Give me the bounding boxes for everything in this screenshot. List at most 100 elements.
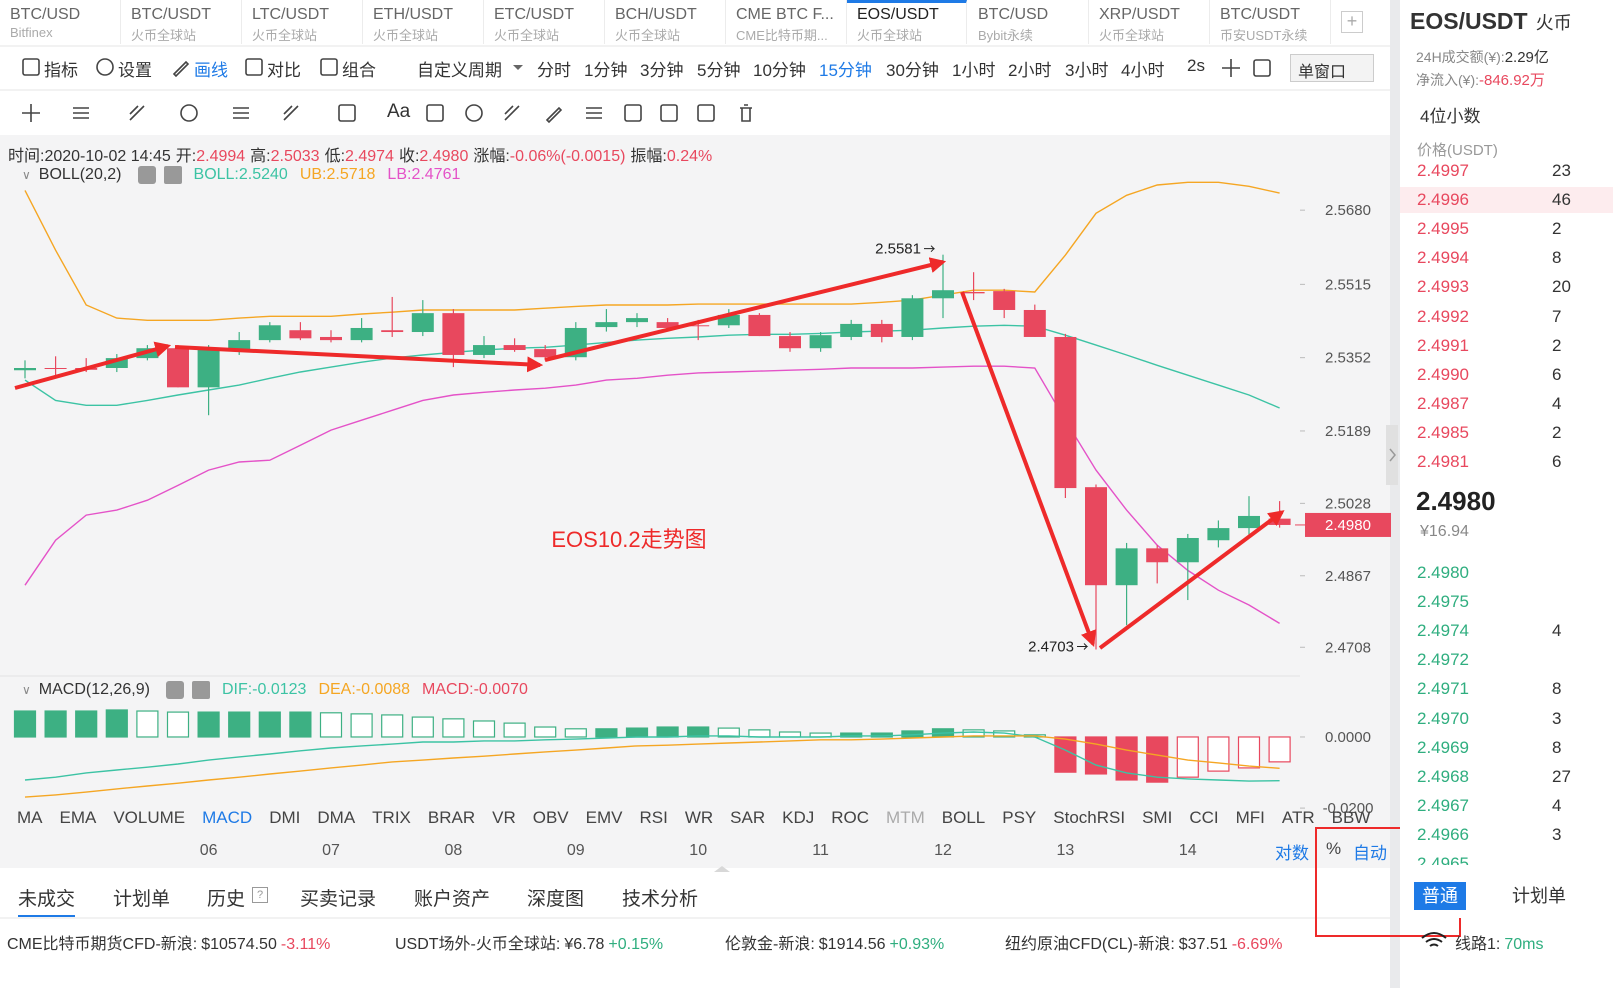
toolbar-button[interactable]: 对比 <box>267 61 301 80</box>
period-button[interactable]: 1小时 <box>952 61 996 80</box>
ask-row[interactable]: 2.4992 7 <box>1400 304 1613 330</box>
bid-row[interactable]: 2.4968 27 <box>1400 764 1613 790</box>
period-button[interactable]: 5分钟 <box>697 61 741 80</box>
period-button[interactable]: 3小时 <box>1065 61 1109 80</box>
indicator-tab[interactable]: StochRSI <box>1053 808 1126 827</box>
period-button[interactable]: 3分钟 <box>640 61 684 80</box>
symbol-tab[interactable]: BCH/USDT 火币全球站 <box>605 0 726 44</box>
ask-row[interactable]: 2.4981 6 <box>1400 449 1613 472</box>
indicator-tab[interactable]: OBV <box>532 808 569 827</box>
order-type-tab[interactable]: 普通 <box>1414 882 1466 910</box>
symbol-tab[interactable]: XRP/USDT 火币全球站 <box>1089 0 1210 44</box>
bid-row[interactable]: 2.4974 4 <box>1400 618 1613 644</box>
indicator-tab[interactable]: BBW <box>1331 808 1371 827</box>
indicator-tab[interactable]: BOLL <box>941 808 986 827</box>
period-button[interactable]: 30分钟 <box>886 61 939 80</box>
indicator-tab[interactable]: EMA <box>59 808 97 827</box>
symbol-tab[interactable]: BTC/USDT 币安USDT永续 <box>1210 0 1331 44</box>
scale-option[interactable]: 自动 <box>1353 844 1387 863</box>
ask-row[interactable]: 2.4993 20 <box>1400 274 1613 300</box>
close-button[interactable] <box>191 681 210 699</box>
toolbar-button[interactable]: 画线 <box>194 61 228 80</box>
period-button[interactable]: 15分钟 <box>819 61 872 80</box>
toolbar-button[interactable]: 设置 <box>118 61 152 80</box>
bid-row[interactable]: 2.4970 3 <box>1400 706 1613 732</box>
symbol-tab[interactable]: CME BTC F... CME比特币期... <box>726 0 847 44</box>
indicator-tab[interactable]: BRAR <box>427 808 476 827</box>
ask-row[interactable]: 2.4997 23 <box>1400 162 1613 184</box>
symbol-tab[interactable]: BTC/USDT 火币全球站 <box>121 0 242 44</box>
indicator-tab[interactable]: MFI <box>1235 808 1265 827</box>
indicator-tab[interactable]: KDJ <box>782 808 815 827</box>
indicator-tab[interactable]: SMI <box>1142 808 1173 827</box>
period-button[interactable]: 4小时 <box>1121 61 1165 80</box>
window-mode[interactable]: 单窗口 <box>1290 54 1374 82</box>
indicator-tab[interactable]: CCI <box>1189 808 1219 827</box>
add-tab[interactable]: + <box>1341 11 1363 33</box>
text-tool[interactable]: Aa <box>387 101 411 122</box>
period-button[interactable]: 2小时 <box>1008 61 1052 80</box>
indicator-tab[interactable]: VOLUME <box>113 808 186 827</box>
symbol-tab[interactable]: ETC/USDT 火币全球站 <box>484 0 605 44</box>
bottom-tab[interactable]: 计划单 <box>113 889 171 910</box>
ask-row[interactable]: 2.4990 6 <box>1400 362 1613 388</box>
settings-button[interactable] <box>165 681 184 699</box>
indicator-tab[interactable]: ATR <box>1281 808 1315 827</box>
bid-row[interactable]: 2.4972 <box>1400 647 1613 673</box>
bottom-tab[interactable]: 历史 <box>207 889 246 910</box>
scale-option[interactable]: 对数 <box>1275 844 1309 863</box>
indicator-tab[interactable]: MACD <box>202 808 253 827</box>
bid-row[interactable]: 2.4971 8 <box>1400 676 1613 702</box>
symbol-tab[interactable]: EOS/USDT 火币全球站 <box>847 0 967 44</box>
toolbar-button[interactable]: 组合 <box>342 61 376 80</box>
help-icon[interactable]: ? <box>252 887 268 903</box>
indicator-tab[interactable]: SAR <box>730 808 766 827</box>
toolbar-button[interactable]: 指标 <box>44 61 78 80</box>
bottom-tab[interactable]: 技术分析 <box>622 889 699 910</box>
scale-option[interactable]: % <box>1326 839 1342 858</box>
symbol-tab[interactable]: ETH/USDT 火币全球站 <box>363 0 484 44</box>
indicator-tab[interactable]: ROC <box>831 808 870 827</box>
symbol-tab[interactable]: BTC/USD Bitfinex <box>0 0 121 44</box>
expand-handle[interactable] <box>714 866 730 872</box>
settings-button[interactable] <box>137 166 156 184</box>
indicator-tab[interactable]: DMA <box>317 808 356 827</box>
ask-row[interactable]: 2.4995 2 <box>1400 216 1613 242</box>
precision-select[interactable]: 4位小数 <box>1420 107 1481 126</box>
indicator-tab[interactable]: RSI <box>639 808 668 827</box>
indicator-tab[interactable]: DMI <box>269 808 301 827</box>
period-button[interactable]: 1分钟 <box>584 61 628 80</box>
bid-row[interactable]: 2.4980 <box>1400 560 1613 586</box>
symbol-tab[interactable]: BTC/USD Bybit永续 <box>968 0 1089 44</box>
indicator-tab[interactable]: MTM <box>886 808 925 827</box>
indicator-legend: ∨ MACD(12,26,9) DIF:-0.0123 DEA:-0.0088 MACD… <box>22 681 528 699</box>
ask-row[interactable]: 2.4994 8 <box>1400 245 1613 271</box>
close-button[interactable] <box>163 166 182 184</box>
bid-row[interactable]: 2.4975 <box>1400 589 1613 615</box>
custom-period[interactable]: 自定义周期 <box>417 61 502 80</box>
period-button[interactable]: 10分钟 <box>753 61 806 80</box>
refresh-interval[interactable]: 2s <box>1187 56 1205 75</box>
indicator-tab[interactable]: WR <box>684 808 714 827</box>
period-button[interactable]: 分时 <box>537 61 571 80</box>
ask-row[interactable]: 2.4985 2 <box>1400 420 1613 446</box>
indicator-tab[interactable]: TRIX <box>372 808 411 827</box>
bottom-tab[interactable]: 账户资产 <box>414 889 491 910</box>
bottom-tab[interactable]: 深度图 <box>527 889 585 910</box>
indicator-tab[interactable]: MA <box>17 808 43 827</box>
ask-row[interactable]: 2.4987 4 <box>1400 391 1613 417</box>
symbol-tab[interactable]: LTC/USDT 火币全球站 <box>242 0 363 44</box>
indicator-tab[interactable]: VR <box>492 808 516 827</box>
bid-row[interactable]: 2.4965 <box>1400 851 1613 865</box>
ask-row[interactable]: 2.4991 2 <box>1400 333 1613 359</box>
bottom-tab[interactable]: 未成交 <box>18 884 76 917</box>
bid-row[interactable]: 2.4967 4 <box>1400 793 1613 819</box>
bid-row[interactable]: 2.4966 3 <box>1400 822 1613 848</box>
indicator-tab[interactable]: EMV <box>585 808 623 827</box>
bid-row[interactable]: 2.4969 8 <box>1400 735 1613 761</box>
bottom-tab[interactable]: 买卖记录 <box>300 889 377 910</box>
ask-row[interactable]: 2.4996 46 <box>1400 187 1613 214</box>
collapse-handle[interactable] <box>1386 425 1398 485</box>
order-type-tab[interactable]: 计划单 <box>1512 886 1566 906</box>
indicator-tab[interactable]: PSY <box>1002 808 1037 827</box>
